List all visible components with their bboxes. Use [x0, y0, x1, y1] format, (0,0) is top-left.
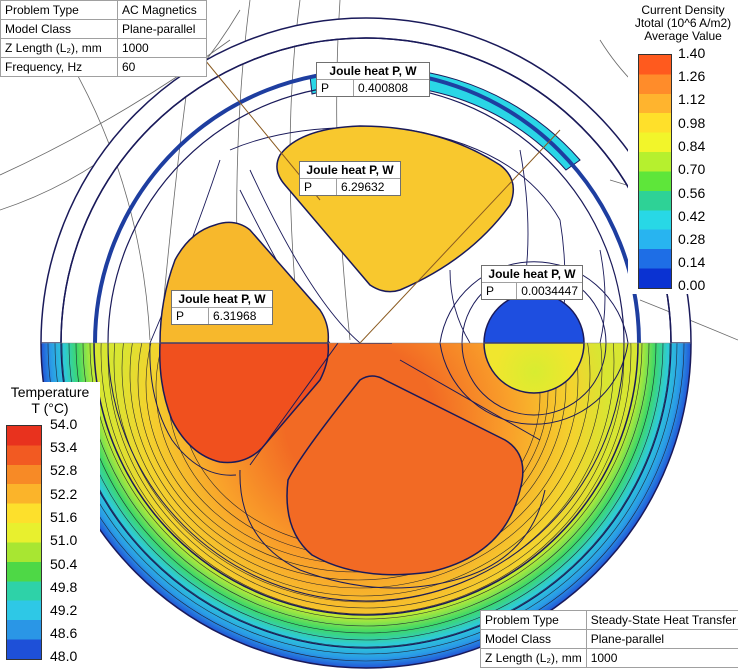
property-value: 1000 [585, 648, 738, 668]
current-density-legend: Current Density Jtotal (10^6 A/m2) Avera… [628, 2, 738, 294]
joule-heat-box-left-conductor: Joule heat P, W P 6.31968 [171, 290, 273, 325]
joule-heat-value: 6.31968 [213, 309, 257, 323]
legend-tick: 48.6 [50, 625, 78, 641]
property-key: Frequency, Hz [0, 57, 118, 77]
temperature-colorbar [6, 425, 42, 660]
legend-tick: 51.6 [50, 509, 78, 525]
legend-tick: 49.8 [50, 579, 78, 595]
joule-heat-value: 0.400808 [358, 81, 409, 95]
joule-heat-title: Joule heat P, W [178, 292, 266, 306]
legend-tick: 52.2 [50, 486, 78, 502]
legend-tick: 0.70 [678, 161, 706, 177]
joule-heat-box-small-conductor: Joule heat P, W P 0.0034447 [481, 265, 583, 300]
property-key: Problem Type [0, 0, 118, 20]
joule-heat-key: P [317, 80, 354, 96]
property-value: Plane-parallel [117, 19, 207, 39]
heat-properties-table: Problem Type Steady-State Heat Transfer … [480, 610, 738, 668]
temperature-legend: Temperature T (°C) 54.0 53.4 52.8 52.2 5… [0, 382, 100, 670]
property-key: Z Length (L₂), mm [0, 38, 118, 58]
legend-tick: 51.0 [50, 532, 78, 548]
legend-tick: 50.4 [50, 556, 78, 572]
table-row: Frequency, Hz 60 [0, 57, 207, 77]
legend-title-line: Current Density [641, 3, 725, 17]
legend-title-line: Jtotal (10^6 A/m2) [634, 16, 732, 30]
legend-tick: 0.56 [678, 185, 706, 201]
joule-heat-title: Joule heat P, W [329, 64, 417, 78]
joule-heat-key: P [172, 308, 209, 324]
table-row: Z Length (L₂), mm 1000 [0, 38, 207, 58]
legend-tick: 0.14 [678, 254, 706, 270]
property-key: Model Class [480, 629, 587, 649]
current-density-colorbar [638, 54, 672, 289]
legend-tick: 0.42 [678, 208, 706, 224]
legend-tick: 0.84 [678, 138, 706, 154]
legend-tick: 48.0 [50, 648, 78, 664]
joule-heat-title: Joule heat P, W [488, 267, 576, 281]
legend-tick: 0.00 [678, 277, 706, 293]
legend-tick: 1.12 [678, 91, 706, 107]
table-row: Problem Type Steady-State Heat Transfer [480, 610, 738, 630]
em-properties-table: Problem Type AC Magnetics Model Class Pl… [0, 0, 207, 77]
table-row: Model Class Plane-parallel [0, 19, 207, 39]
property-key: Problem Type [480, 610, 587, 630]
joule-heat-box-shield: Joule heat P, W P 0.400808 [316, 62, 430, 97]
legend-tick: 54.0 [50, 416, 78, 432]
legend-tick: 1.26 [678, 68, 706, 84]
property-key: Model Class [0, 19, 118, 39]
legend-title-line: Temperature [10, 384, 90, 400]
legend-title-line: Average Value [644, 29, 722, 43]
legend-tick: 0.28 [678, 231, 706, 247]
joule-heat-value: 0.0034447 [521, 284, 578, 298]
joule-heat-title: Joule heat P, W [306, 163, 394, 177]
property-value: Steady-State Heat Transfer [585, 610, 738, 630]
joule-heat-box-upper-conductor: Joule heat P, W P 6.29632 [299, 161, 401, 196]
table-row: Model Class Plane-parallel [480, 629, 738, 649]
table-row: Z Length (L₂), mm 1000 [480, 648, 738, 668]
joule-heat-key: P [482, 283, 518, 299]
legend-title-line: T (°C) [31, 400, 69, 416]
property-key: Z Length (L₂), mm [480, 648, 587, 668]
legend-tick: 49.2 [50, 602, 78, 618]
property-value: AC Magnetics [117, 0, 207, 20]
legend-tick: 53.4 [50, 439, 78, 455]
legend-tick: 0.98 [678, 115, 706, 131]
table-row: Problem Type AC Magnetics [0, 0, 207, 20]
heat-half [40, 343, 692, 669]
joule-heat-value: 6.29632 [341, 180, 385, 194]
property-value: 1000 [117, 38, 207, 58]
property-value: Plane-parallel [585, 629, 738, 649]
property-value: 60 [117, 57, 207, 77]
legend-tick: 1.40 [678, 45, 706, 61]
legend-tick: 52.8 [50, 462, 78, 478]
joule-heat-key: P [300, 179, 337, 195]
